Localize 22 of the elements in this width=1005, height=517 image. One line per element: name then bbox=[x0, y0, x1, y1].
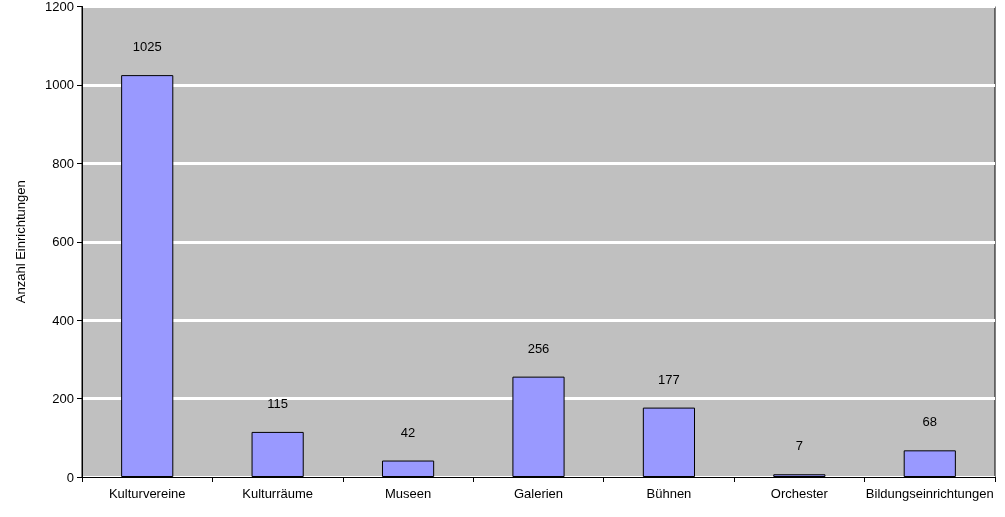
x-tick-label: Bühnen bbox=[646, 486, 692, 501]
x-tick-label: Kulturvereine bbox=[108, 486, 186, 501]
x-tick-label: Galerien bbox=[513, 486, 564, 501]
x-tick-label: Bildungseinrichtungen bbox=[865, 486, 994, 501]
y-tick-label: 200 bbox=[52, 391, 74, 407]
data-label: 1025 bbox=[132, 39, 162, 55]
y-tick-label: 0 bbox=[66, 469, 74, 485]
data-label: 115 bbox=[267, 395, 289, 411]
y-tick-label: 1000 bbox=[45, 77, 74, 93]
y-tick-label: 400 bbox=[52, 312, 74, 328]
data-label: 256 bbox=[527, 340, 550, 356]
y-axis-title: Anzahl Einrichtungen bbox=[13, 180, 28, 304]
x-tick-label: Museen bbox=[384, 486, 432, 501]
data-label: 68 bbox=[922, 414, 938, 430]
x-tick-label: Kulturräume bbox=[242, 486, 314, 501]
y-tick-label: 1200 bbox=[45, 0, 74, 14]
data-label: 42 bbox=[400, 424, 416, 440]
x-tick-label: Orchester bbox=[770, 486, 829, 501]
y-tick-label: 600 bbox=[52, 234, 74, 250]
data-label: 177 bbox=[658, 371, 680, 387]
y-tick-label: 800 bbox=[52, 155, 74, 171]
data-label: 7 bbox=[795, 438, 803, 454]
